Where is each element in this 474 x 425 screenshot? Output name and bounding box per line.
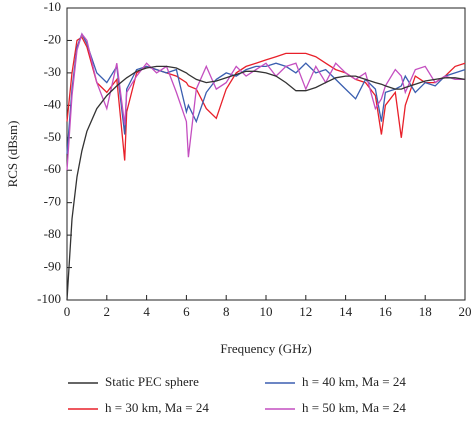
y-tick-label: -60: [44, 161, 61, 176]
x-tick-label: 8: [223, 304, 230, 319]
x-tick-label: 14: [339, 304, 353, 319]
y-tick-label: -100: [37, 291, 61, 306]
y-tick-label: -30: [44, 64, 61, 79]
x-tick-label: 18: [419, 304, 432, 319]
x-axis-label: Frequency (GHz): [220, 341, 311, 356]
y-tick-label: -20: [44, 31, 61, 46]
x-tick-label: 0: [64, 304, 71, 319]
y-axis-label: RCS (dBsm): [5, 121, 20, 188]
legend-label: Static PEC sphere: [105, 374, 199, 389]
y-tick-label: -40: [44, 96, 61, 111]
legend-label: h = 40 km, Ma = 24: [302, 374, 406, 389]
y-tick-label: -50: [44, 129, 61, 144]
plot-frame: [66, 7, 466, 301]
y-tick-label: -80: [44, 226, 61, 241]
y-tick-label: -10: [44, 0, 61, 14]
series-line: [66, 65, 466, 301]
x-tick-label: 6: [183, 304, 190, 319]
legend-label: h = 30 km, Ma = 24: [105, 400, 209, 415]
legend-label: h = 50 km, Ma = 24: [302, 400, 406, 415]
x-tick-label: 16: [379, 304, 393, 319]
y-tick-label: -70: [44, 194, 61, 209]
x-tick-label: 2: [104, 304, 111, 319]
x-tick-label: 20: [459, 304, 472, 319]
x-tick-label: 12: [299, 304, 312, 319]
series-line: [66, 36, 466, 161]
y-tick-label: -90: [44, 259, 61, 274]
x-tick-label: 4: [143, 304, 150, 319]
series-line: [66, 32, 466, 155]
series-line: [66, 32, 465, 171]
x-tick-label: 10: [260, 304, 273, 319]
